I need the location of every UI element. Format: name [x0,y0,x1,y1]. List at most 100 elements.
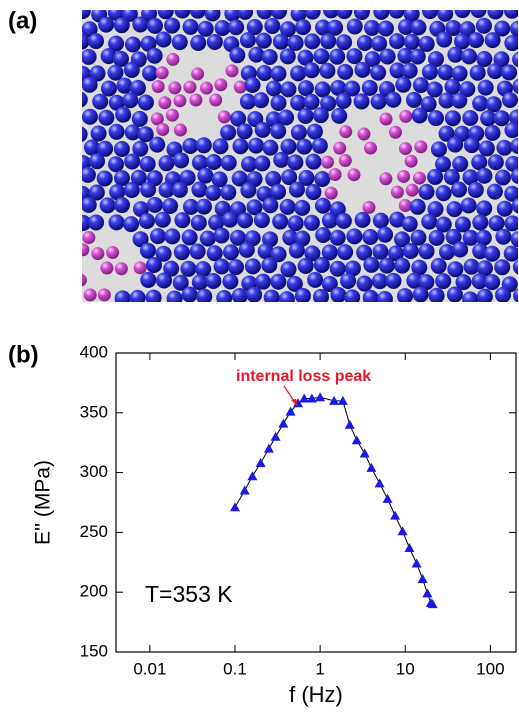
blue-sphere [107,64,124,81]
x-tick-label: 1 [315,659,324,678]
blue-sphere [236,123,253,140]
blue-sphere [294,287,311,302]
blue-sphere [463,258,480,275]
blue-sphere [158,155,175,172]
blue-sphere [279,198,296,215]
blue-sphere [487,10,504,20]
blue-sphere [191,154,208,171]
blue-sphere [82,166,96,183]
blue-sphere [451,92,468,109]
pink-sphere [209,93,223,107]
blue-sphere [89,65,106,82]
blue-sphere [173,152,190,169]
blue-sphere [97,140,114,157]
blue-sphere [246,19,263,36]
data-point [285,406,296,416]
data-point [329,395,340,405]
pink-sphere [404,154,418,168]
blue-sphere [246,286,263,302]
blue-sphere [462,169,479,186]
blue-sphere [195,137,212,154]
chart: 0.01 0.1 1 10 100 150 200 250 300 350 400 f (Hz) E''… [32,342,517,707]
blue-sphere [476,167,493,184]
blue-sphere [411,259,428,276]
blue-sphere [356,244,373,261]
y-tick-label: 200 [80,582,108,601]
blue-sphere [149,228,166,245]
blue-sphere [454,33,471,50]
blue-sphere [220,124,237,141]
blue-sphere [487,154,504,171]
data-point [337,395,348,405]
blue-sphere [495,286,512,302]
blue-sphere [451,65,468,82]
blue-sphere [146,47,163,64]
blue-sphere [330,79,347,96]
blue-sphere [129,79,146,96]
blue-sphere [98,109,115,126]
blue-sphere [272,33,289,50]
blue-sphere [162,197,179,214]
blue-sphere [471,273,488,290]
blue-sphere [138,213,155,230]
blue-sphere [430,141,447,158]
blue-sphere [220,154,237,171]
panel-label: (a) [8,7,37,34]
blue-sphere [495,228,512,245]
blue-sphere [248,137,265,154]
panel-label: (b) [8,341,39,368]
blue-sphere [190,214,207,231]
blue-sphere [244,258,261,275]
blue-sphere [336,34,353,51]
blue-sphere [321,275,338,292]
blue-sphere [362,289,379,302]
blue-sphere [438,125,455,142]
blue-sphere [409,198,426,215]
blue-sphere [171,34,188,51]
blue-sphere [484,124,501,141]
pink-sphere [412,171,426,185]
blue-sphere [82,48,97,65]
pink-sphere [233,80,247,94]
blue-sphere [123,216,140,233]
blue-sphere [279,21,296,38]
blue-sphere [484,245,501,262]
blue-sphere [443,169,460,186]
blue-sphere [115,106,132,123]
blue-sphere [204,10,221,22]
blue-sphere [96,170,113,187]
blue-sphere [265,80,282,97]
blue-sphere [480,110,497,127]
data-point [366,462,377,472]
blue-sphere [472,95,489,112]
blue-sphere [459,21,476,38]
blue-sphere [261,257,278,274]
blue-sphere [311,137,328,154]
blue-sphere [513,288,518,302]
blue-sphere [237,212,254,229]
blue-sphere [493,110,510,127]
blue-sphere [280,261,297,278]
x-tick-label: 100 [476,659,504,678]
blue-sphere [140,181,157,198]
pink-sphere [398,199,412,213]
pink-sphere [414,140,428,154]
blue-sphere [256,65,273,82]
blue-sphere [290,124,307,141]
pink-sphere [362,200,376,214]
blue-sphere [196,288,213,302]
blue-sphere [205,153,222,170]
pink-sphere [379,112,393,126]
blue-sphere [294,230,311,247]
blue-sphere [418,243,435,260]
blue-sphere [180,260,197,277]
blue-sphere [257,243,274,260]
blue-sphere [330,287,347,302]
blue-sphere [337,244,354,261]
blue-sphere [346,228,363,245]
blue-sphere [397,47,414,64]
blue-sphere [262,197,279,214]
blue-sphere [172,274,189,291]
pink-sphere [151,80,165,94]
blue-sphere [371,273,388,290]
